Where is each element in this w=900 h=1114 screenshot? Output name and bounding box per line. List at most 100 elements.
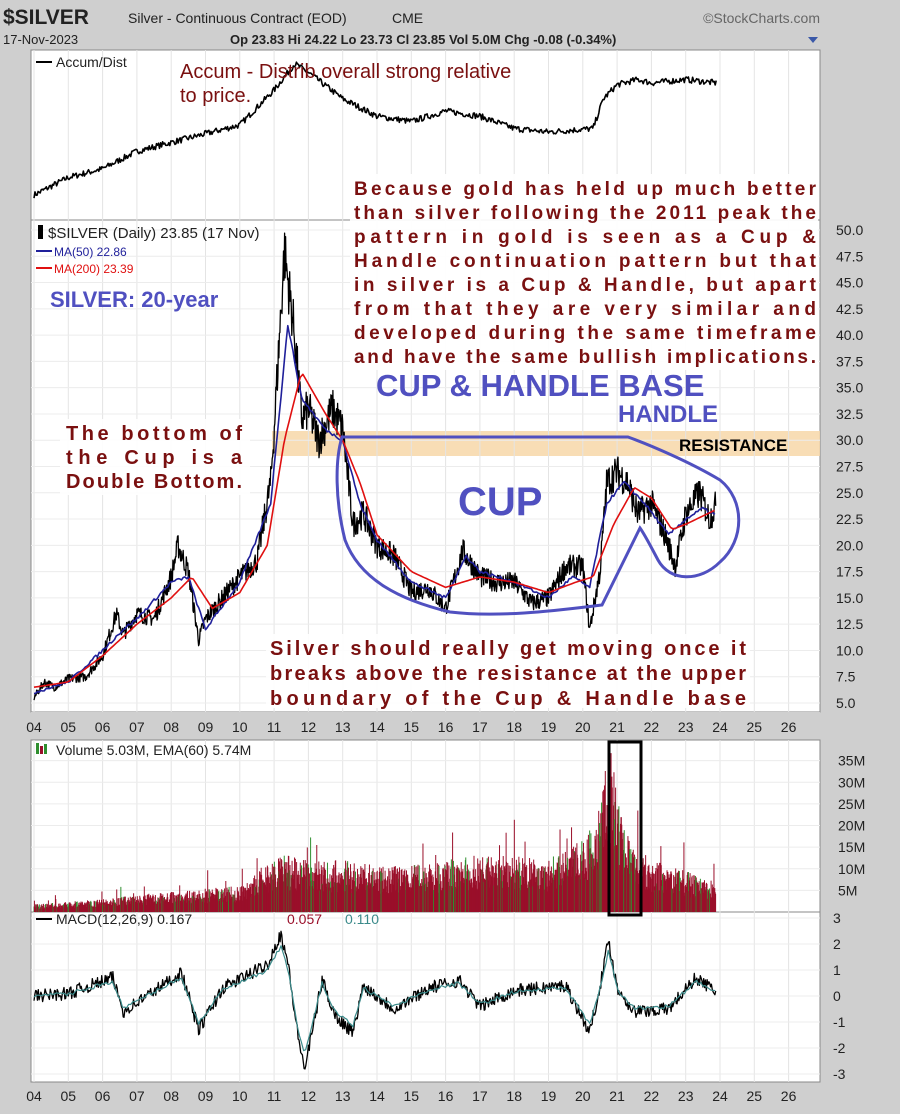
x-tick-label: 20 bbox=[575, 1088, 591, 1104]
breakout-note: Silver should really get moving once it … bbox=[266, 634, 750, 710]
breakout-note-line: breaks above the resistance at the upper bbox=[270, 663, 746, 685]
price-y-tick: 45.0 bbox=[836, 275, 863, 291]
double-bottom-note: The bottom of the Cup is a Double Bottom… bbox=[60, 419, 250, 495]
price-y-tick: 12.5 bbox=[836, 616, 863, 632]
x-tick-label: 14 bbox=[369, 1088, 385, 1104]
x-tick-label: 08 bbox=[163, 1088, 179, 1104]
gold-note-line: and have the same bullish implications. bbox=[354, 347, 816, 368]
x-tick-label: 18 bbox=[506, 1088, 522, 1104]
x-tick-label: 07 bbox=[129, 719, 145, 735]
price-y-tick: 30.0 bbox=[836, 432, 863, 448]
accum-dist-line bbox=[33, 61, 717, 199]
x-tick-label: 09 bbox=[198, 1088, 214, 1104]
gold-note-line: Handle continuation pattern but that bbox=[354, 251, 817, 272]
price-y-tick: 35.0 bbox=[836, 380, 863, 396]
x-tick-label: 23 bbox=[678, 719, 694, 735]
date-label: 17-Nov-2023 bbox=[3, 32, 78, 47]
breakout-note-line: boundary of the Cup & Handle base bbox=[270, 688, 746, 710]
x-tick-label: 11 bbox=[267, 719, 282, 735]
x-tick-label: 13 bbox=[335, 1088, 351, 1104]
x-tick-label: 07 bbox=[129, 1088, 145, 1104]
x-tick-label: 14 bbox=[369, 719, 385, 735]
price-y-tick: 20.0 bbox=[836, 537, 863, 553]
volume-spike-box bbox=[607, 740, 643, 917]
legend-macd-hist: 0.110 bbox=[345, 911, 379, 927]
double-bottom-line: The bottom of bbox=[66, 423, 242, 445]
legend-ma200: MA(200) 23.39 bbox=[54, 262, 134, 276]
silver-20yr-label: SILVER: 20-year bbox=[50, 287, 219, 312]
macd-y-tick: -3 bbox=[833, 1066, 846, 1082]
accum-note-line: to price. bbox=[180, 85, 251, 107]
x-tick-label: 18 bbox=[506, 719, 522, 735]
x-tick-label: 05 bbox=[61, 1088, 77, 1104]
x-tick-label: 15 bbox=[404, 1088, 420, 1104]
volume-y-tick: 20M bbox=[838, 818, 865, 834]
ma50-line bbox=[33, 324, 716, 695]
volume-y-tick: 30M bbox=[838, 774, 865, 790]
x-tick-label: 17 bbox=[472, 1088, 488, 1104]
x-tick-label: 10 bbox=[232, 719, 248, 735]
legend-volume: Volume 5.03M, EMA(60) 5.74M bbox=[56, 742, 251, 758]
x-tick-label: 26 bbox=[781, 1088, 797, 1104]
price-y-tick: 17.5 bbox=[836, 564, 863, 580]
x-tick-label: 19 bbox=[541, 1088, 557, 1104]
volume-y-tick: 5M bbox=[838, 882, 857, 898]
x-tick-label: 10 bbox=[232, 1088, 248, 1104]
price-y-tick: 15.0 bbox=[836, 590, 863, 606]
x-tick-label: 06 bbox=[95, 1088, 111, 1104]
x-tick-label: 16 bbox=[438, 719, 454, 735]
quote-dropdown-icon[interactable] bbox=[808, 37, 818, 43]
x-tick-label: 08 bbox=[163, 719, 179, 735]
price-y-tick: 5.0 bbox=[836, 695, 856, 711]
volume-y-tick: 15M bbox=[838, 839, 865, 855]
accum-dist-legend: Accum/Dist bbox=[36, 54, 127, 70]
legend-silver: $SILVER (Daily) 23.85 (17 Nov) bbox=[48, 225, 259, 242]
x-tick-label: 05 bbox=[61, 719, 77, 735]
accum-note: Accum - Distrib overall strong relative … bbox=[180, 61, 511, 107]
x-tick-label: 26 bbox=[781, 719, 797, 735]
price-y-tick: 27.5 bbox=[836, 459, 863, 475]
volume-y-tick: 25M bbox=[838, 796, 865, 812]
volume-y-tick: 35M bbox=[838, 753, 865, 769]
x-tick-label: 04 bbox=[26, 719, 42, 735]
macd-panel bbox=[30, 911, 821, 1083]
x-axis-top: 04 05 06 07 08 09 10 11 12 13 14 15 16 17 18 19 20 21 22 23… bbox=[26, 712, 820, 740]
x-tick-label: 13 bbox=[335, 719, 351, 735]
macd-y-tick: 1 bbox=[833, 962, 841, 978]
handle-label: HANDLE bbox=[618, 401, 718, 428]
resistance-label: RESISTANCE bbox=[679, 436, 787, 455]
x-tick-label: 17 bbox=[472, 719, 488, 735]
macd-signal-line bbox=[33, 945, 716, 1052]
x-tick-label: 19 bbox=[541, 719, 557, 735]
x-tick-label: 12 bbox=[301, 1088, 317, 1104]
x-tick-label: 11 bbox=[267, 1088, 282, 1104]
breakout-note-line: Silver should really get moving once it bbox=[270, 638, 746, 660]
brand-label: ©StockCharts.com bbox=[703, 10, 820, 26]
price-y-tick: 22.5 bbox=[836, 511, 863, 527]
volume-legend: Volume 5.03M, EMA(60) 5.74M bbox=[36, 742, 251, 758]
x-tick-label: 16 bbox=[438, 1088, 454, 1104]
x-tick-label: 24 bbox=[712, 1088, 728, 1104]
gold-note-line: from that they are very similar and bbox=[354, 299, 816, 320]
accum-note-line: Accum - Distrib overall strong relative bbox=[180, 61, 511, 83]
double-bottom-line: Double Bottom. bbox=[66, 471, 242, 493]
x-tick-label: 20 bbox=[575, 719, 591, 735]
price-y-tick: 7.5 bbox=[836, 669, 856, 685]
symbol-title: $SILVER bbox=[3, 6, 89, 29]
cup-handle-base-label: CUP & HANDLE BASE bbox=[376, 368, 704, 403]
x-tick-label: 21 bbox=[609, 1088, 625, 1104]
x-tick-label: 15 bbox=[404, 719, 420, 735]
cup-outline bbox=[335, 435, 741, 616]
cup-label: CUP bbox=[458, 480, 542, 524]
legend-ma50: MA(50) 22.86 bbox=[54, 245, 127, 259]
x-tick-label: 25 bbox=[747, 719, 763, 735]
legend-accum-dist: Accum/Dist bbox=[56, 54, 127, 70]
price-y-tick: 25.0 bbox=[836, 485, 863, 501]
exchange-label: CME bbox=[392, 10, 423, 26]
legend-macd: MACD(12,26,9) 0.167 bbox=[56, 911, 192, 927]
volume-y-tick: 10M bbox=[838, 861, 865, 877]
gold-note-line: pattern in gold is seen as a Cup & bbox=[354, 227, 816, 248]
price-y-tick: 37.5 bbox=[836, 353, 863, 369]
quote-line: Op 23.83 Hi 24.22 Lo 23.73 Cl 23.85 Vol … bbox=[230, 32, 616, 47]
